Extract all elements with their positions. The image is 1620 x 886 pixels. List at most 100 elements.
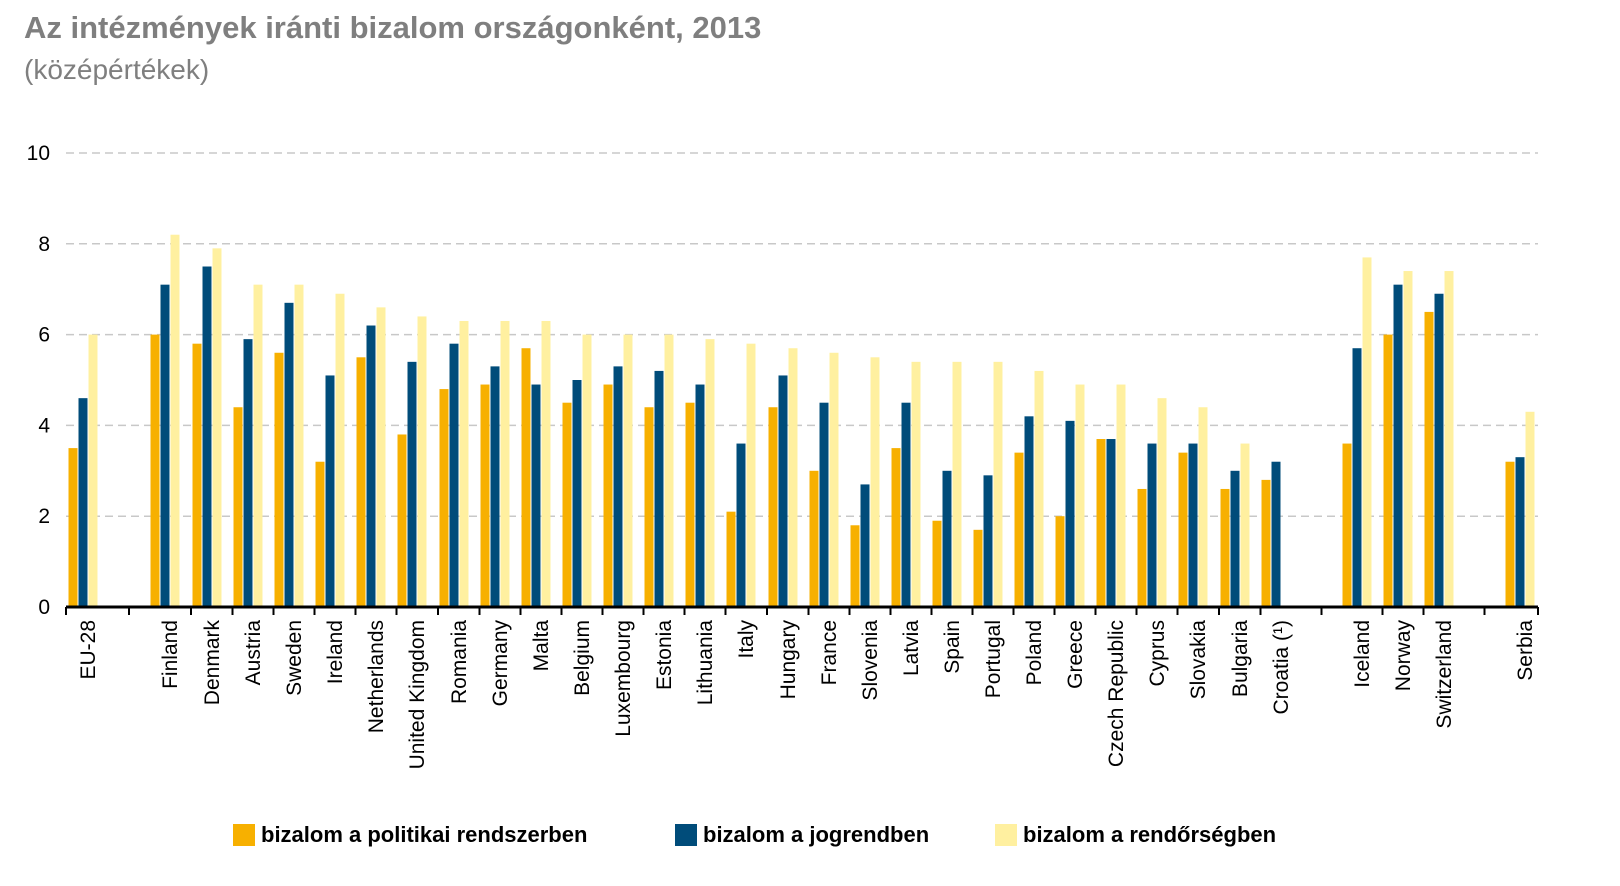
bar-s1-1: [160, 284, 170, 607]
x-tick-label-13: Estonia: [653, 620, 676, 690]
x-tick-label-19: Latvia: [900, 620, 923, 676]
bar-s1-16: [778, 375, 788, 607]
bar-s1-7: [407, 361, 417, 607]
bar-s0-8: [439, 389, 449, 607]
x-tick-label-20: Spain: [941, 620, 964, 674]
bar-s1-9: [490, 366, 500, 607]
bar-s0-10: [521, 348, 531, 607]
bar-s2-13: [664, 334, 674, 607]
bar-s2-16: [788, 348, 798, 607]
bar-s1-19: [901, 402, 911, 607]
bar-s0-0: [68, 448, 78, 607]
x-tick-label-12: Luxembourg: [612, 620, 635, 737]
bar-s1-30: [1393, 284, 1403, 607]
bar-s2-8: [459, 320, 469, 607]
legend-item-police: bizalom a rendőrségben: [995, 822, 1276, 848]
x-tick-label-6: Netherlands: [365, 620, 388, 733]
bar-s0-29: [1342, 443, 1352, 607]
y-tick-label-2: 2: [38, 505, 50, 528]
x-tick-label-2: Denmark: [201, 620, 224, 706]
bar-s2-9: [500, 320, 510, 607]
bar-s2-6: [376, 307, 386, 607]
x-tick-label-30: Norway: [1392, 620, 1415, 692]
bar-s0-18: [850, 525, 860, 607]
bar-s0-24: [1096, 439, 1106, 607]
bar-s2-20: [952, 361, 962, 607]
x-tick-label-23: Greece: [1064, 620, 1087, 689]
bar-s1-8: [449, 343, 459, 607]
bar-s0-23: [1055, 516, 1065, 607]
bar-s0-32: [1505, 461, 1515, 607]
chart-title: Az intézmények iránti bizalom országonké…: [24, 10, 762, 45]
bar-s2-14: [705, 339, 715, 607]
bar-s0-22: [1014, 452, 1024, 607]
bar-s1-6: [366, 325, 376, 607]
bars: [68, 234, 1535, 607]
bar-s1-15: [736, 443, 746, 607]
y-tick-label-8: 8: [38, 233, 50, 256]
y-tick-label-0: 0: [38, 596, 50, 619]
bar-s0-3: [233, 407, 243, 607]
legend-label-legal: bizalom a jogrendben: [703, 822, 930, 847]
x-tick-label-29: Iceland: [1351, 620, 1374, 688]
bar-s0-4: [274, 352, 284, 607]
bar-s2-11: [582, 334, 592, 607]
y-axis-ticks: 0 2 4 6 8 10: [27, 142, 51, 619]
x-tick-label-32: Serbia: [1514, 620, 1537, 681]
bar-s0-17: [809, 470, 819, 607]
bar-s1-5: [325, 375, 335, 607]
bar-s2-21: [993, 361, 1003, 607]
bar-s2-19: [911, 361, 921, 607]
y-tick-label-6: 6: [38, 324, 50, 347]
x-tick-label-4: Sweden: [283, 620, 306, 696]
legend-swatch-police: [995, 824, 1017, 846]
bar-s2-30: [1403, 271, 1413, 607]
bar-s0-21: [973, 529, 983, 607]
bar-s2-5: [335, 293, 345, 607]
x-tick-label-24: Czech Republic: [1105, 620, 1128, 767]
legend-label-police: bizalom a rendőrségben: [1023, 822, 1277, 847]
x-tick-label-16: Hungary: [777, 620, 800, 700]
bar-s1-13: [654, 370, 664, 607]
bar-s1-12: [613, 366, 623, 607]
x-tick-label-7: United Kingdom: [406, 620, 429, 769]
bar-s0-19: [891, 448, 901, 607]
bar-s0-31: [1424, 311, 1434, 607]
bar-s1-27: [1230, 470, 1240, 607]
bar-chart: 0 2 4 6 8 10 EU-28 Finland Denmark Austria Sweden…: [27, 142, 1539, 769]
y-tick-label-10: 10: [27, 142, 50, 165]
bar-s1-14: [695, 384, 705, 607]
x-tick-label-5: Ireland: [324, 620, 347, 684]
bar-s0-11: [562, 402, 572, 607]
legend-swatch-legal: [675, 824, 697, 846]
legend-item-political: bizalom a politikai rendszerben: [233, 822, 587, 848]
x-tick-label-17: France: [818, 620, 841, 685]
bar-s2-32: [1525, 411, 1535, 607]
x-tick-label-0: EU-28: [77, 620, 100, 680]
x-tick-label-18: Slovenia: [859, 620, 882, 701]
bar-s1-31: [1434, 293, 1444, 607]
bar-s1-22: [1024, 416, 1034, 607]
bar-s0-12: [603, 384, 613, 607]
bar-s2-4: [294, 284, 304, 607]
x-tick-label-8: Romania: [448, 620, 471, 704]
bar-s2-26: [1198, 407, 1208, 607]
bar-s1-26: [1188, 443, 1198, 607]
bar-s0-6: [356, 357, 366, 607]
bar-s2-7: [417, 316, 427, 607]
bar-s2-27: [1240, 443, 1250, 607]
bar-s2-23: [1075, 384, 1085, 607]
bar-s1-10: [531, 384, 541, 607]
bar-s1-29: [1352, 348, 1362, 607]
x-tick-label-14: Lithuania: [694, 620, 717, 706]
bar-s0-5: [315, 461, 325, 607]
x-tick-label-21: Portugal: [982, 620, 1005, 698]
bar-s2-17: [829, 352, 839, 607]
bar-s0-15: [726, 511, 736, 607]
bar-s2-18: [870, 357, 880, 607]
legend-label-political: bizalom a politikai rendszerben: [261, 822, 588, 847]
x-tick-label-15: Italy: [735, 620, 758, 659]
bar-s0-20: [932, 520, 942, 607]
x-tick-label-9: Germany: [489, 620, 512, 707]
bar-s1-2: [202, 266, 212, 607]
